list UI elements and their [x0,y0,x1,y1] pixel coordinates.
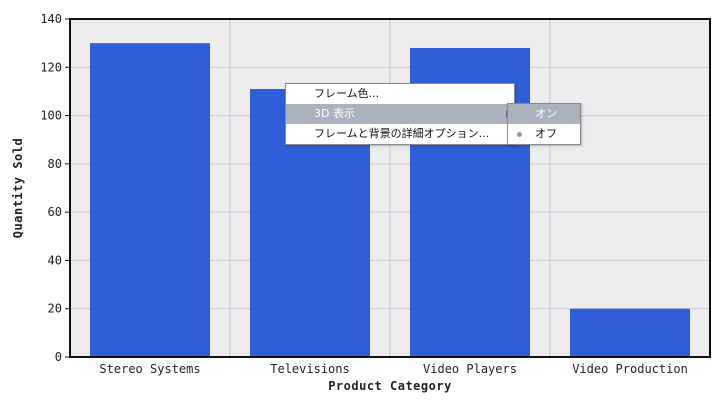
context-menu: フレーム色... 3D 表示 フレームと背景の詳細オプション... [285,83,515,145]
y-tick-label: 140 [40,12,62,26]
submenu-item-on[interactable]: オン [508,104,580,124]
x-tick-label: Stereo Systems [99,362,200,376]
y-tick-label: 80 [48,157,62,171]
bar [570,308,690,357]
x-tick-label: Televisions [270,362,349,376]
y-tick-label: 100 [40,109,62,123]
y-tick-label: 60 [48,205,62,219]
submenu-item-off[interactable]: オフ [508,124,580,144]
x-tick-label: Video Players [423,362,517,376]
menu-item-3d-display[interactable]: 3D 表示 [286,104,514,124]
menu-item-3d-display-label: 3D 表示 [314,107,355,120]
y-tick-label: 20 [48,302,62,316]
y-tick-label: 40 [48,253,62,267]
plot-frame [69,18,711,358]
y-tick-label: 0 [55,350,62,364]
submenu-item-off-label: オフ [535,127,557,140]
radio-dot-icon [517,132,522,137]
menu-item-frame-color[interactable]: フレーム色... [314,87,380,100]
x-axis-title: Product Category [328,379,452,393]
menu-item-frame-background-options[interactable]: フレームと背景の詳細オプション... [314,127,490,140]
x-tick-label: Video Production [572,362,688,376]
y-tick-label: 120 [40,60,62,74]
y-axis-title: Quantity Sold [11,138,25,238]
bar [90,43,210,358]
submenu-3d-display: オン オフ [507,103,581,145]
